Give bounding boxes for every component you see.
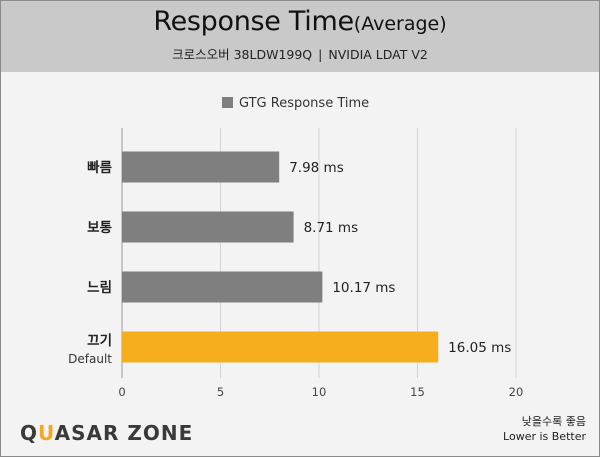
title-suffix: (Average)	[353, 13, 447, 35]
bar-value-label: 10.17 ms	[332, 280, 395, 296]
bar	[122, 211, 294, 243]
category-label: 끄기	[87, 333, 112, 349]
bars: 7.98 ms 8.71 ms 10.17 ms 16.05 ms	[122, 151, 511, 363]
category-sublabel: Default	[68, 352, 112, 366]
bar	[122, 151, 280, 183]
category-label: 빠름	[87, 160, 112, 176]
header-band	[1, 1, 599, 72]
legend-swatch	[222, 97, 233, 108]
x-tick-labels: 0 5 10 15 20	[118, 385, 523, 399]
bar	[122, 271, 323, 303]
bar-value-label: 7.98 ms	[289, 160, 344, 176]
x-tick-label: 20	[509, 385, 524, 399]
subtitle-separator: |	[318, 47, 323, 62]
chart-subtitle: 크로스오버 38LDW199Q | NVIDIA LDAT V2	[0, 44, 600, 63]
note-english: Lower is Better	[503, 430, 586, 443]
x-tick-label: 15	[410, 385, 425, 399]
legend: GTG Response Time	[222, 96, 369, 111]
category-label: 느림	[87, 280, 112, 296]
lower-is-better-note: 낮을수록 좋음 Lower is Better	[503, 414, 586, 444]
title-main: Response Time	[153, 6, 354, 37]
legend-label: GTG Response Time	[239, 96, 369, 111]
monitor-name: 크로스오버 38LDW199Q	[172, 47, 313, 62]
x-tick-label: 10	[312, 385, 327, 399]
note-korean: 낮을수록 좋음	[521, 415, 586, 428]
tool-name: NVIDIA LDAT V2	[328, 47, 428, 62]
x-tick-label: 5	[217, 385, 224, 399]
quasarzone-logo: QUASAR ZONE	[20, 421, 194, 445]
bar	[122, 331, 439, 363]
chart-title: Response Time(Average)	[0, 6, 600, 37]
category-label: 보통	[87, 220, 112, 236]
bar-value-label: 16.05 ms	[448, 340, 511, 356]
bar-value-label: 8.71 ms	[304, 220, 359, 236]
x-tick-label: 0	[118, 385, 125, 399]
